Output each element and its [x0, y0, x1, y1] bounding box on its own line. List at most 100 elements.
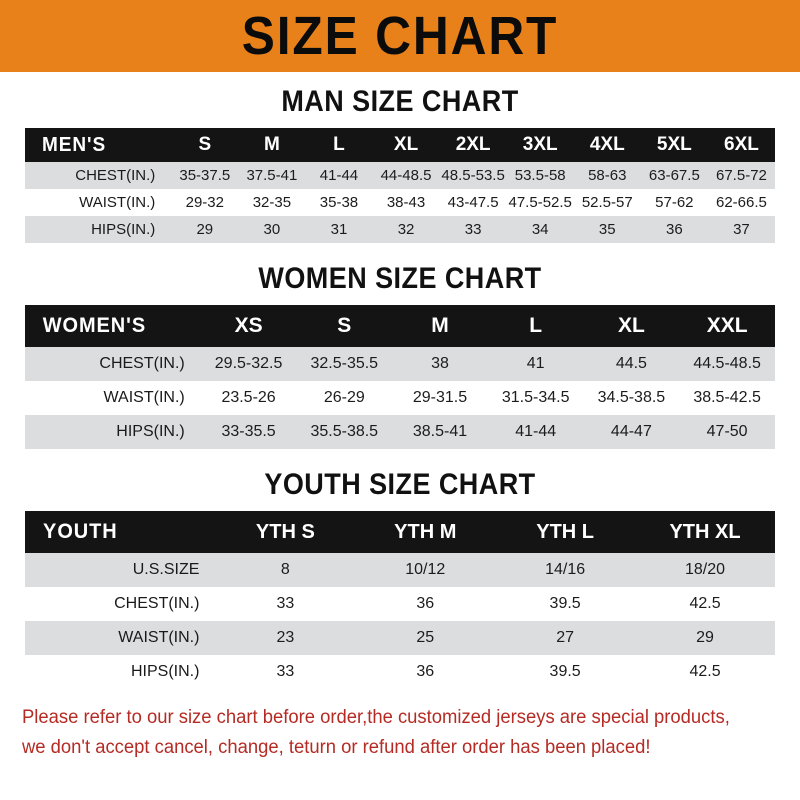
- measurement-value: 34: [531, 221, 549, 238]
- measurement-value: 41-44: [319, 167, 359, 184]
- measurement-value: 33-35.5: [221, 423, 276, 440]
- measurement-value: 52.5-57: [581, 194, 633, 211]
- measurement-value: 30: [263, 221, 281, 238]
- youth-size-table: YOUTH YTH S YTH M YTH L YTH XL U.S.SIZE 8 10/12…: [25, 511, 775, 689]
- measurement-value: 8: [280, 561, 290, 578]
- size-column-header: XL: [393, 134, 419, 155]
- men-size-table: MEN'S S M L XL 2XL 3XL 4XL 5XL 6XL CHEST(IN.) 35-37…: [25, 128, 775, 243]
- measurement-value: 38.5-42.5: [693, 389, 761, 406]
- measurement-value: 43-47.5: [447, 194, 499, 211]
- size-column-header: 4XL: [589, 134, 625, 155]
- order-policy-note: Please refer to our size chart before or…: [22, 703, 755, 763]
- men-table-body: MEN'S S M L XL 2XL 3XL 4XL 5XL 6XL CHEST(IN.) 35-37…: [25, 128, 775, 243]
- measurement-label: CHEST(IN.): [75, 167, 156, 184]
- measurement-label: HIPS(IN.): [116, 423, 185, 440]
- measurement-value: 35-38: [319, 194, 359, 211]
- measurement-label: WAIST(IN.): [79, 194, 156, 211]
- measurement-value: 44.5: [615, 355, 647, 372]
- measurement-label: CHEST(IN.): [99, 355, 185, 372]
- measurement-label: U.S.SIZE: [132, 561, 200, 578]
- measurement-label: WAIST(IN.): [118, 629, 200, 646]
- page-banner: SIZE CHART: [0, 0, 800, 72]
- table-row: WAIST(IN.) 23.5-26 26-29 29-31.5 31.5-34.5 34…: [25, 381, 775, 415]
- size-column-header: M: [263, 134, 280, 155]
- size-column-header: 6XL: [724, 134, 759, 155]
- table-row: CHEST(IN.) 29.5-32.5 32.5-35.5 38 41 44.5 44.5…: [25, 347, 775, 381]
- size-column-header: L: [333, 134, 345, 155]
- size-column-header: 5XL: [656, 134, 692, 155]
- size-column-header: YTH M: [394, 520, 457, 543]
- measurement-value: 29: [696, 629, 714, 646]
- measurement-value: 14/16: [545, 561, 586, 578]
- measurement-value: 25: [416, 629, 435, 646]
- measurement-value: 29-31.5: [412, 389, 468, 406]
- measurement-value: 53.5-58: [514, 167, 566, 184]
- men-table-wrap: MEN'S S M L XL 2XL 3XL 4XL 5XL 6XL CHEST(IN.) 35-37…: [25, 128, 775, 243]
- measurement-value: 27: [556, 629, 575, 646]
- size-column-header: M: [431, 314, 449, 337]
- measurement-value: 44-47: [610, 423, 652, 440]
- measurement-value: 37: [733, 221, 750, 238]
- measurement-value: 32-35: [252, 194, 292, 211]
- table-header-label: YOUTH: [43, 520, 118, 543]
- table-row: CHEST(IN.) 33 36 39.5 42.5: [25, 587, 775, 621]
- measurement-value: 42.5: [689, 595, 721, 612]
- measurement-value: 35: [598, 221, 616, 238]
- measurement-value: 57-62: [655, 194, 694, 211]
- measurement-value: 29-32: [185, 194, 224, 211]
- table-row: HIPS(IN.) 33-35.5 35.5-38.5 38.5-41 41-44 44-…: [25, 415, 775, 449]
- size-column-header: YTH XL: [669, 520, 741, 543]
- youth-table-wrap: YOUTH YTH S YTH M YTH L YTH XL U.S.SIZE 8 10/12…: [25, 511, 775, 689]
- measurement-value: 36: [666, 221, 683, 238]
- measurement-value: 10/12: [405, 561, 446, 578]
- table-row: WAIST(IN.) 29-32 32-35 35-38 38-43 43-47.5 47.…: [25, 189, 775, 216]
- measurement-value: 35.5-38.5: [310, 423, 379, 440]
- size-column-header: YTH S: [255, 520, 315, 543]
- measurement-value: 23.5-26: [221, 389, 276, 406]
- page-title: SIZE CHART: [241, 6, 559, 66]
- size-column-header: XXL: [706, 314, 748, 337]
- table-header-row: MEN'S S M L XL 2XL 3XL 4XL 5XL 6XL: [25, 128, 775, 162]
- measurement-value: 42.5: [689, 663, 721, 680]
- size-column-header: S: [337, 314, 352, 337]
- measurement-label: WAIST(IN.): [103, 389, 185, 406]
- measurement-value: 31.5-34.5: [501, 389, 570, 406]
- order-policy-note-line-1: Please refer to our size chart before or…: [22, 707, 730, 728]
- measurement-value: 37.5-41: [246, 167, 298, 184]
- size-column-header: XL: [617, 314, 645, 337]
- men-section-title: MAN SIZE CHART: [281, 85, 519, 118]
- measurement-value: 23: [276, 629, 295, 646]
- measurement-label: CHEST(IN.): [114, 595, 200, 612]
- measurement-value: 33: [464, 221, 482, 238]
- size-column-header: 3XL: [522, 134, 558, 155]
- table-header-row: WOMEN'S XS S M L XL XXL: [25, 305, 775, 347]
- order-policy-note-line-2: we don't accept cancel, change, teturn o…: [22, 737, 651, 758]
- women-table-body: WOMEN'S XS S M L XL XXL CHEST(IN.) 29.5-32.5 32.5…: [25, 305, 775, 449]
- table-row: HIPS(IN.) 29 30 31 32 33 34 35 36 37: [25, 216, 775, 243]
- measurement-value: 29.5-32.5: [214, 355, 283, 372]
- table-row: HIPS(IN.) 33 36 39.5 42.5: [25, 655, 775, 689]
- measurement-label: HIPS(IN.): [91, 221, 156, 238]
- table-header-row: YOUTH YTH S YTH M YTH L YTH XL: [25, 511, 775, 553]
- measurement-value: 47-50: [706, 423, 748, 440]
- measurement-value: 32: [397, 221, 415, 238]
- women-size-table: WOMEN'S XS S M L XL XXL CHEST(IN.) 29.5-32.5 32.5…: [25, 305, 775, 449]
- measurement-value: 33: [276, 595, 295, 612]
- table-header-label: WOMEN'S: [42, 314, 147, 337]
- measurement-value: 62-66.5: [716, 194, 767, 211]
- measurement-value: 38.5-41: [412, 423, 468, 440]
- table-row: U.S.SIZE 8 10/12 14/16 18/20: [25, 553, 775, 587]
- size-column-header: L: [529, 314, 543, 337]
- measurement-value: 67.5-72: [716, 167, 767, 184]
- table-row: CHEST(IN.) 35-37.5 37.5-41 41-44 44-48.5 48.5…: [25, 162, 775, 189]
- measurement-value: 18/20: [685, 561, 726, 578]
- women-section-title: WOMEN SIZE CHART: [258, 262, 542, 295]
- size-column-header: YTH L: [536, 520, 595, 543]
- table-header-label: MEN'S: [41, 133, 107, 156]
- measurement-value: 29: [196, 221, 214, 238]
- measurement-value: 44.5-48.5: [693, 355, 761, 372]
- measurement-value: 36: [416, 595, 435, 612]
- measurement-value: 39.5: [549, 595, 581, 612]
- measurement-value: 63-67.5: [648, 167, 700, 184]
